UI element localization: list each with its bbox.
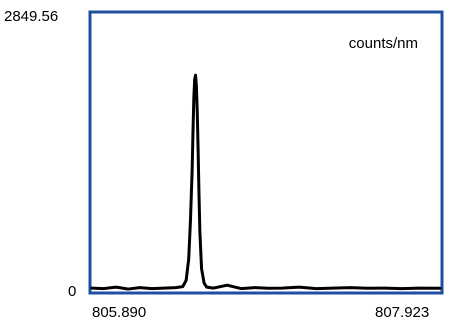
x-min-tick-label: 805.890 xyxy=(92,304,147,321)
y-min-tick-label: 0 xyxy=(68,283,77,300)
plot-frame xyxy=(88,10,444,295)
series-line xyxy=(90,73,442,291)
x-max-tick-label: 807.923 xyxy=(375,304,430,321)
unit-label: counts/nm xyxy=(349,35,418,52)
y-max-tick-label: 2849.56 xyxy=(4,8,59,25)
